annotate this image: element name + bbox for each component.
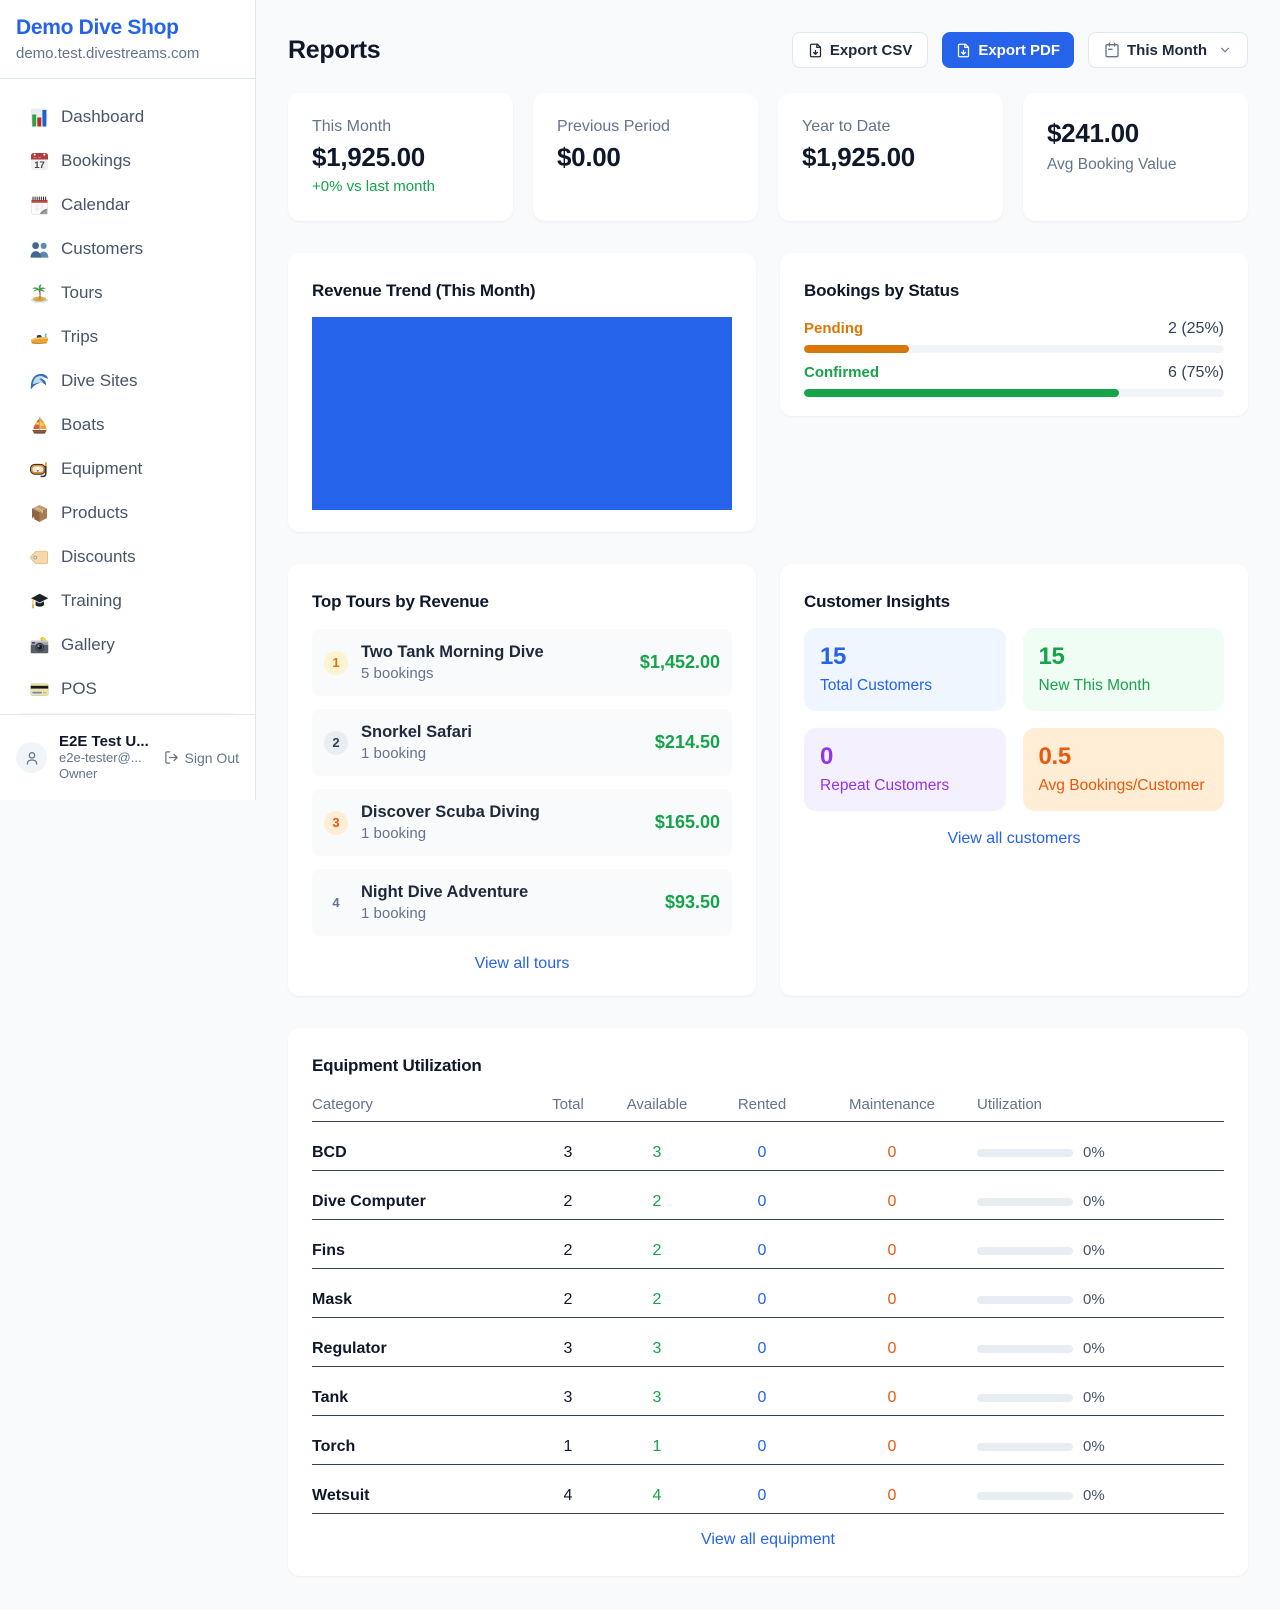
svg-text:17: 17: [34, 160, 45, 171]
